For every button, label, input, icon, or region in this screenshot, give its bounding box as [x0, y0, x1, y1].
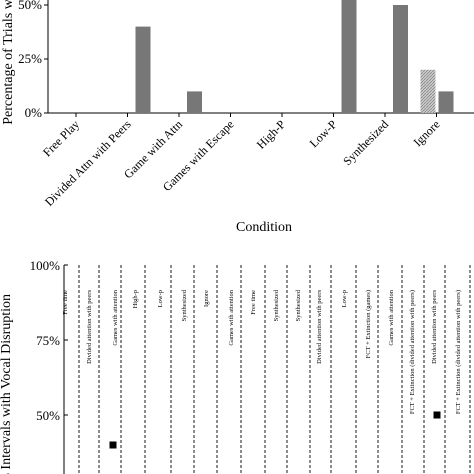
x-tick-label: Low-P	[307, 117, 340, 150]
phase-label: Free time	[62, 290, 69, 315]
phase-label: Synthesized	[273, 289, 280, 321]
phase-label: FCT + Extinction (divided attention with…	[455, 290, 462, 414]
y-tick-label: 50%	[36, 408, 60, 423]
phase-chart: 100% 75% 50% Free time Divided attention wit…	[0, 258, 471, 474]
y-tick-label: 75%	[36, 333, 60, 348]
phase-label: Divided attention with peers	[431, 290, 438, 364]
y-tick-label: 25%	[18, 51, 42, 66]
phase-label: Free time	[250, 290, 257, 315]
data-point	[109, 441, 117, 449]
y-tick-label: 100%	[30, 258, 61, 273]
phase-label: Synthesized	[295, 289, 302, 321]
x-axis-title: Condition	[236, 220, 292, 235]
x-tick-label: Free Play	[40, 117, 82, 159]
data-point	[433, 411, 441, 419]
phase-label: Divided attention with peers	[86, 290, 93, 364]
bar	[393, 5, 408, 113]
x-tick-label: Ignore	[411, 117, 443, 149]
x-tick-label: High-P	[254, 117, 289, 152]
x-tick-label: Synthesized	[340, 117, 391, 168]
bar	[438, 91, 454, 113]
phase-label: FCT + Extinction (games)	[365, 290, 372, 358]
phase-label: Games with attention	[228, 289, 235, 345]
bar	[341, 0, 357, 114]
phase-label: Synthesized	[181, 289, 188, 321]
phase-label: Divided attention with peers	[316, 290, 323, 364]
y-tick-label: 50%	[18, 0, 42, 12]
phase-label: Low-p	[341, 290, 348, 307]
y-axis-title: Percentage of Trials wi	[1, 0, 16, 125]
bar	[135, 26, 151, 114]
phase-label: Games with attention	[112, 289, 119, 345]
bar	[187, 91, 202, 113]
phase-label: Games with attention	[388, 289, 395, 345]
phase-label: FCT + Extinction (divided attention with…	[409, 290, 416, 414]
bar	[420, 69, 436, 113]
y-tick-label: 0%	[25, 105, 43, 120]
phase-label: High-p	[132, 290, 139, 308]
x-tick-label: Divided Attn with Peers	[42, 117, 134, 209]
phase-label: Ignore	[203, 290, 210, 307]
phase-label: Low-p	[157, 290, 164, 307]
y-axis-title: 30 s Intervals with Vocal Disruption	[0, 294, 14, 474]
